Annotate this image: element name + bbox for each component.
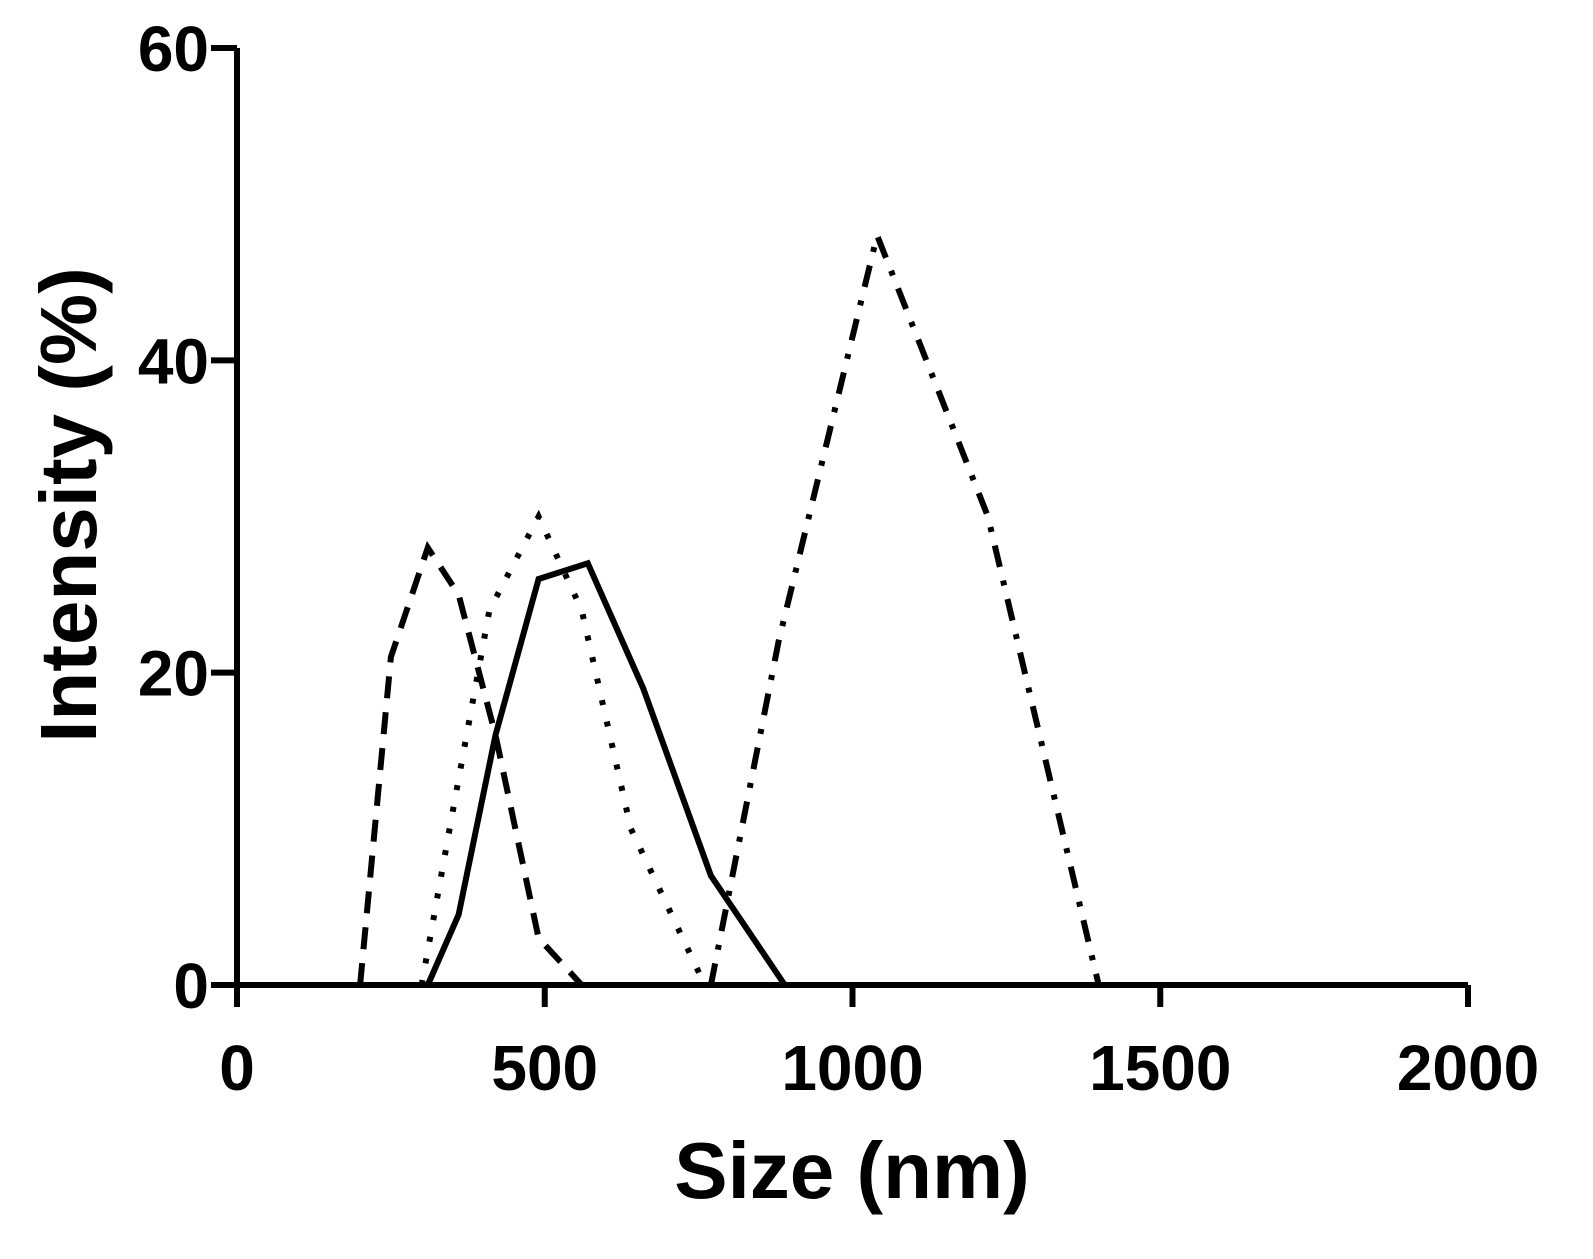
y-tick-label: 0 xyxy=(173,950,209,1022)
series-line-dotted xyxy=(418,509,708,987)
series-line-solid xyxy=(425,559,788,987)
y-tick-label: 60 xyxy=(138,13,209,85)
x-tick-label: 1500 xyxy=(1089,1032,1231,1104)
x-tick-label: 0 xyxy=(219,1032,255,1104)
series-line-dash-dot xyxy=(707,225,1102,986)
series-line-dashed xyxy=(357,540,584,988)
x-axis-title: Size (nm) xyxy=(674,1126,1030,1215)
x-tick-label: 500 xyxy=(491,1032,598,1104)
x-tick-label: 2000 xyxy=(1397,1032,1539,1104)
axes: 0 500 1000 1500 2000 0 20 40 60 xyxy=(138,13,1539,1104)
y-axis-title: Intensity (%) xyxy=(24,267,113,743)
y-tick-label: 20 xyxy=(138,638,209,710)
x-tick-label: 1000 xyxy=(781,1032,923,1104)
series-layer xyxy=(357,225,1102,988)
y-tick-label: 40 xyxy=(138,325,209,397)
